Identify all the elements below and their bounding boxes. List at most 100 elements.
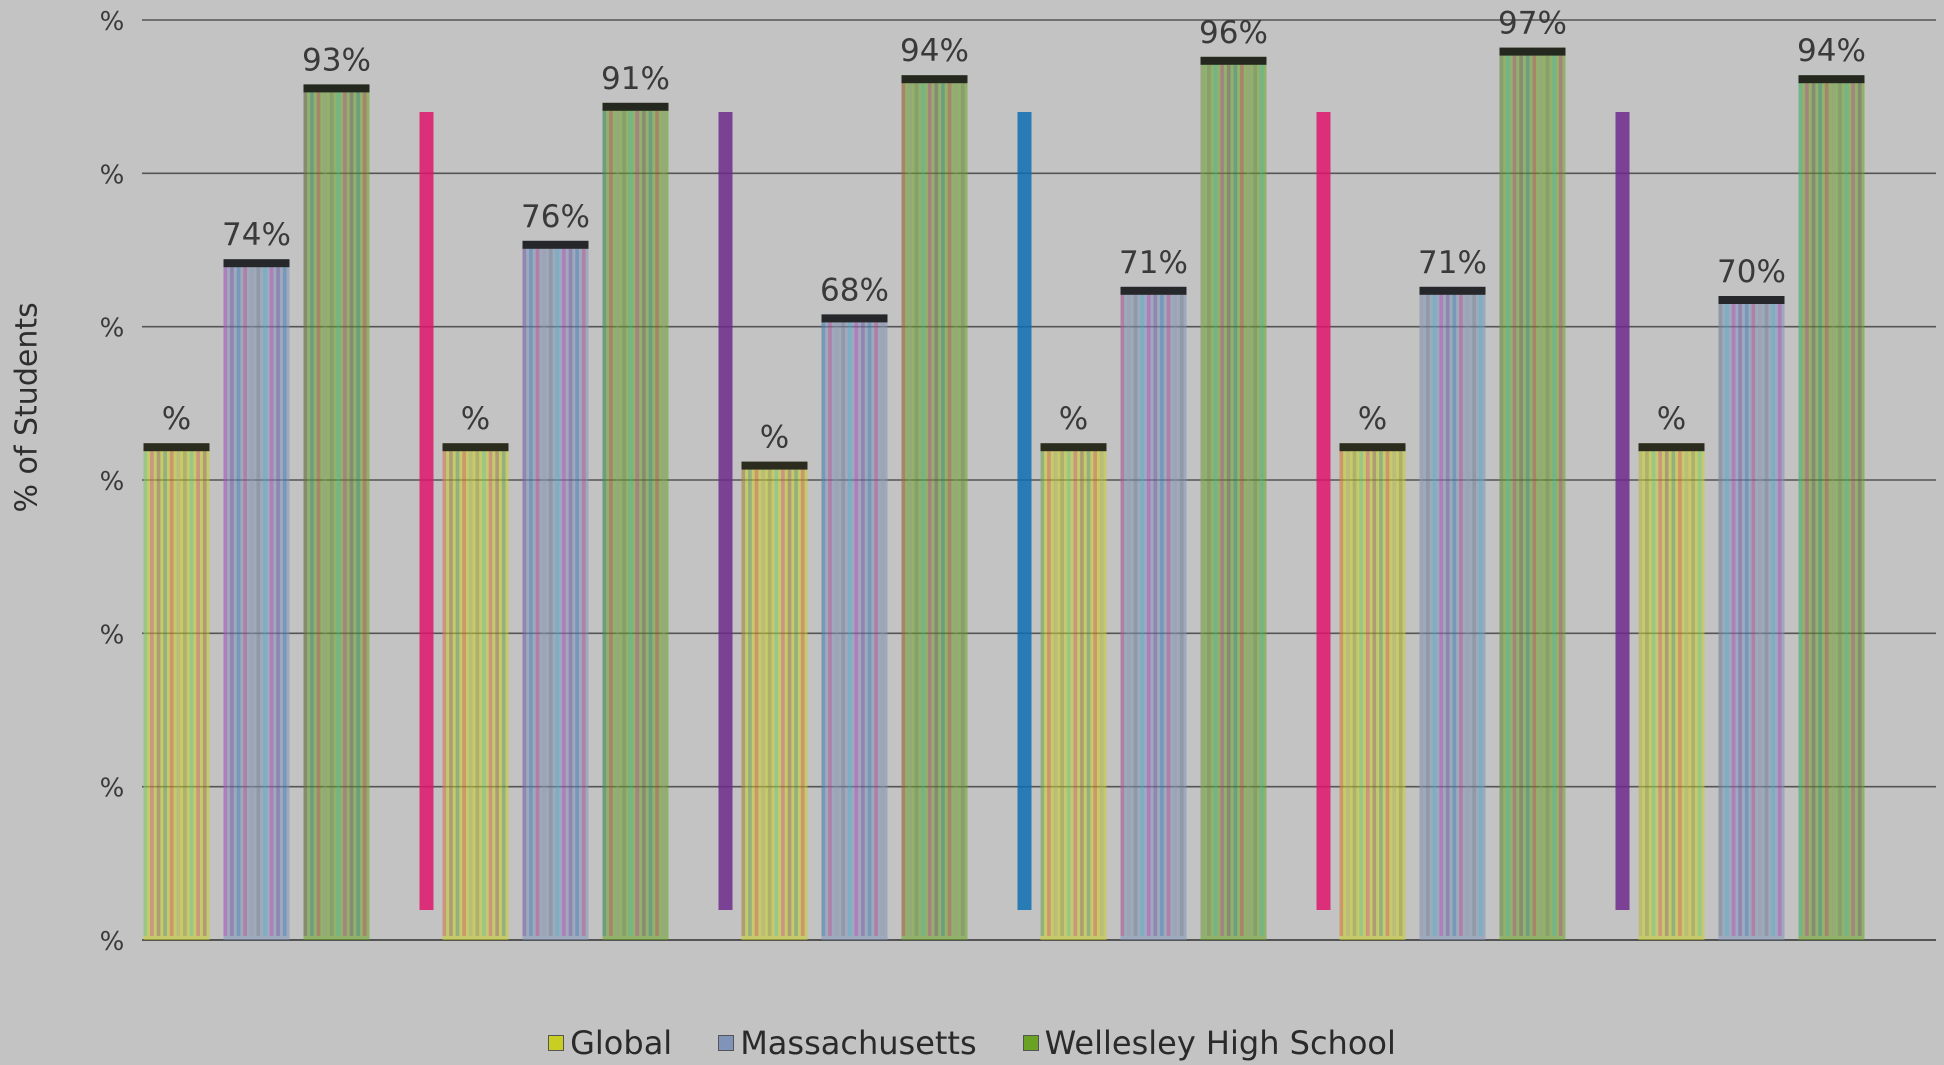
bar-stripe xyxy=(183,451,187,936)
bar-global xyxy=(1040,443,1107,940)
bar-stripe xyxy=(1744,304,1749,936)
bar-stripe xyxy=(1851,83,1855,936)
bar-stripe xyxy=(1385,451,1390,936)
bar-stripe xyxy=(243,267,247,936)
artifact-streak xyxy=(1615,112,1630,910)
data-label: 94% xyxy=(1797,33,1866,69)
bar-stripe xyxy=(1213,64,1218,937)
bar-stripe xyxy=(1771,304,1775,936)
bar-stripe xyxy=(602,110,607,937)
bar-stripe xyxy=(1764,304,1769,936)
bar-stripe xyxy=(741,469,746,936)
bar-stripe xyxy=(1099,451,1104,936)
legend-label-global: Global xyxy=(570,1024,673,1062)
bar-stripe xyxy=(1160,294,1164,936)
bar-stripe xyxy=(828,322,832,936)
data-label: % xyxy=(1059,401,1088,437)
bar-stripe xyxy=(581,248,586,937)
bar-cap xyxy=(1200,56,1267,65)
bar-stripe xyxy=(202,451,207,936)
bar-stripe xyxy=(1246,64,1251,937)
bar-stripe xyxy=(1838,83,1842,936)
bar-stripe xyxy=(767,469,772,936)
bar-stripe xyxy=(323,92,327,936)
data-label: 70% xyxy=(1717,254,1786,290)
y-tick-label: % xyxy=(100,774,125,804)
bar-stripe xyxy=(1346,451,1350,936)
bar-cap xyxy=(223,259,290,268)
bar-cap xyxy=(1798,75,1865,84)
square-icon-yellow xyxy=(548,1035,565,1051)
bar-stripe xyxy=(1678,451,1682,936)
bar-stripe xyxy=(542,248,546,937)
bar-stripe xyxy=(163,451,167,936)
bar-stripe xyxy=(522,248,527,937)
legend-item-wellesley: Wellesley High School xyxy=(1022,1024,1396,1062)
y-tick-label: % xyxy=(100,314,125,344)
bar-stripe xyxy=(1419,294,1424,936)
bar-stripe xyxy=(316,92,321,936)
bar-wellesley-high-school xyxy=(602,102,669,941)
bar-stripe xyxy=(462,451,466,936)
bar-stripe xyxy=(1506,55,1510,937)
bar-stripe xyxy=(781,469,785,936)
bar-global xyxy=(442,443,509,940)
bar-cap xyxy=(741,461,808,470)
bar-stripe xyxy=(495,451,499,936)
bar-stripe xyxy=(1240,64,1244,937)
bar-stripe xyxy=(927,83,932,936)
bar-stripe xyxy=(156,451,161,936)
bar-stripe xyxy=(1512,55,1517,937)
bar-stripe xyxy=(276,267,280,936)
bar-stripe xyxy=(1140,294,1144,936)
bar-stripe xyxy=(1226,64,1231,937)
bar-stripe xyxy=(529,248,533,937)
square-icon-blue xyxy=(718,1035,735,1051)
bar-stripe xyxy=(794,469,798,936)
bar-stripe xyxy=(1073,451,1078,936)
bar-global xyxy=(741,461,808,940)
data-label: 71% xyxy=(1418,245,1487,281)
bar-stripe xyxy=(1539,55,1543,937)
bar-cap xyxy=(821,314,888,323)
bar-stripe xyxy=(269,267,274,936)
data-label: % xyxy=(162,401,191,437)
bar-stripe xyxy=(501,451,506,936)
bar-stripe xyxy=(748,469,752,936)
bar-stripe xyxy=(488,451,493,936)
bar-cap xyxy=(901,75,968,84)
bar-stripe xyxy=(615,110,620,937)
y-tick-label: % xyxy=(100,927,125,957)
data-label: % xyxy=(1358,401,1387,437)
bar-stripe xyxy=(1133,294,1138,936)
bar-stripe xyxy=(468,451,473,936)
bar-stripe xyxy=(1359,451,1363,936)
bar-stripe xyxy=(1060,451,1064,936)
artifact-streak xyxy=(1316,112,1331,910)
data-label: % xyxy=(461,401,490,437)
bar-stripe xyxy=(236,267,241,936)
bar-stripe xyxy=(1066,451,1071,936)
bar-stripe xyxy=(1207,64,1211,937)
bar-cap xyxy=(1718,296,1785,304)
bar-stripe xyxy=(575,248,579,937)
bar-stripe xyxy=(263,267,267,936)
bar-stripe xyxy=(1658,451,1662,936)
bar-stripe xyxy=(1179,294,1184,936)
bar-stripe xyxy=(1459,294,1463,936)
bar-stripe xyxy=(256,267,261,936)
bar-stripe xyxy=(1392,451,1396,936)
bar-stripe xyxy=(1651,451,1656,936)
bar-stripe xyxy=(628,110,633,937)
bar-stripe xyxy=(1047,451,1051,936)
bar-stripe xyxy=(482,451,486,936)
bar-stripe xyxy=(854,322,859,936)
bar-stripe xyxy=(356,92,360,936)
bar-massachusetts xyxy=(223,259,290,940)
bar-stripe xyxy=(1432,294,1437,936)
bar-stripe xyxy=(1811,83,1816,936)
bar-stripe xyxy=(1220,64,1224,937)
bar-cap xyxy=(522,240,589,249)
bar-stripe xyxy=(1200,64,1205,937)
legend: Global Massachusetts Wellesley High Scho… xyxy=(0,1024,1944,1062)
